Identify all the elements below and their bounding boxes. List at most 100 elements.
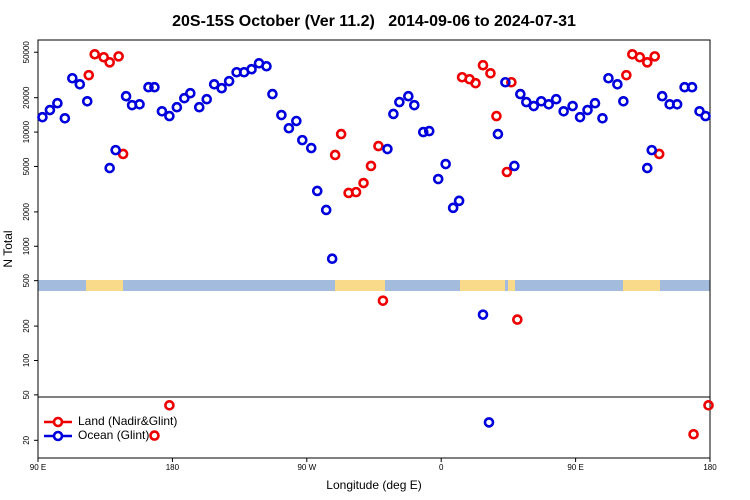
data-point <box>646 144 658 156</box>
y-tick-label: 100 <box>22 353 31 367</box>
data-point <box>582 104 593 116</box>
data-point <box>483 417 495 428</box>
data-point <box>440 158 451 170</box>
data-point <box>686 81 698 93</box>
data-point <box>388 108 399 120</box>
data-point <box>491 110 502 122</box>
data-point <box>81 95 93 107</box>
data-point <box>164 400 175 411</box>
x-tick-label: 90 E <box>30 463 46 472</box>
data-point <box>500 76 511 88</box>
data-point <box>59 113 71 124</box>
data-point <box>267 88 278 100</box>
data-point <box>515 88 526 100</box>
x-axis-label: Longitude (deg E) <box>326 478 421 492</box>
data-point <box>589 97 601 109</box>
land-band <box>623 280 660 291</box>
data-point <box>417 126 429 138</box>
data-point <box>311 185 323 197</box>
y-tick-label: 1000 <box>22 237 31 255</box>
data-point <box>67 72 78 84</box>
y-tick-label: 50000 <box>22 41 31 64</box>
data-point <box>365 160 377 172</box>
data-point <box>179 92 190 104</box>
data-point <box>382 143 393 155</box>
data-point <box>512 314 523 325</box>
data-point <box>597 113 608 124</box>
data-point <box>358 177 369 189</box>
data-point <box>509 160 520 172</box>
data-point <box>543 99 555 110</box>
land-band <box>86 280 123 291</box>
data-point <box>37 111 48 123</box>
data-point <box>326 253 338 265</box>
data-point <box>89 48 101 60</box>
land-band <box>508 280 515 291</box>
data-point <box>470 77 481 89</box>
data-point <box>329 149 341 161</box>
y-axis-label: N Total <box>1 230 15 267</box>
data-point <box>501 166 513 178</box>
legend-marker <box>52 430 64 442</box>
data-point <box>603 72 614 84</box>
y-tick-label: 2000 <box>22 202 31 220</box>
data-point <box>641 57 653 68</box>
data-point <box>246 63 257 75</box>
data-point <box>477 309 489 320</box>
legend-marker <box>52 416 64 428</box>
data-point <box>171 101 183 113</box>
data-point <box>528 100 540 112</box>
data-point <box>703 400 714 411</box>
data-point <box>688 428 699 440</box>
data-point <box>700 110 711 122</box>
x-tick-label: 180 <box>166 463 180 472</box>
data-point <box>143 81 154 93</box>
data-point <box>447 202 459 214</box>
data-point <box>335 128 347 140</box>
data-point <box>574 111 586 123</box>
x-tick-label: 0 <box>439 463 444 472</box>
data-point <box>656 90 668 102</box>
y-tick-label: 5000 <box>22 157 31 175</box>
y-tick-label: 10000 <box>22 120 31 143</box>
y-tick-label: 200 <box>22 319 31 333</box>
data-point <box>120 90 132 102</box>
data-point <box>74 78 86 90</box>
data-point <box>44 104 56 116</box>
chart-title: 20S-15S October (Ver 11.2) 2014-09-06 to… <box>172 13 576 30</box>
data-point <box>223 75 235 87</box>
surface-band <box>38 280 710 291</box>
land-band <box>460 280 505 291</box>
data-point <box>156 106 168 117</box>
data-point <box>305 142 317 154</box>
data-point <box>492 128 504 140</box>
data-point <box>283 122 295 134</box>
data-point <box>350 186 362 198</box>
data-point <box>373 140 384 152</box>
x-tick-label: 90 E <box>567 463 583 472</box>
data-point <box>104 162 115 174</box>
data-point <box>485 68 496 79</box>
data-point <box>164 110 175 122</box>
data-point <box>104 57 115 68</box>
data-point <box>394 96 405 108</box>
data-point <box>671 99 683 110</box>
data-point <box>641 162 653 174</box>
y-tick-label: 20 <box>22 435 31 444</box>
data-point <box>477 59 489 71</box>
data-point <box>453 195 465 207</box>
y-tick-label: 20000 <box>22 86 31 109</box>
legend-label: Ocean (Glint) <box>78 428 149 442</box>
y-tick-label: 500 <box>22 273 31 287</box>
data-point <box>52 97 63 109</box>
x-tick-label: 180 <box>703 463 717 472</box>
land-band <box>335 280 385 291</box>
data-point <box>567 100 578 112</box>
data-point <box>320 204 332 216</box>
data-point <box>110 144 121 156</box>
y-tick-label: 50 <box>22 390 31 399</box>
data-point <box>558 106 569 117</box>
data-point <box>216 82 227 94</box>
data-point <box>432 173 444 185</box>
